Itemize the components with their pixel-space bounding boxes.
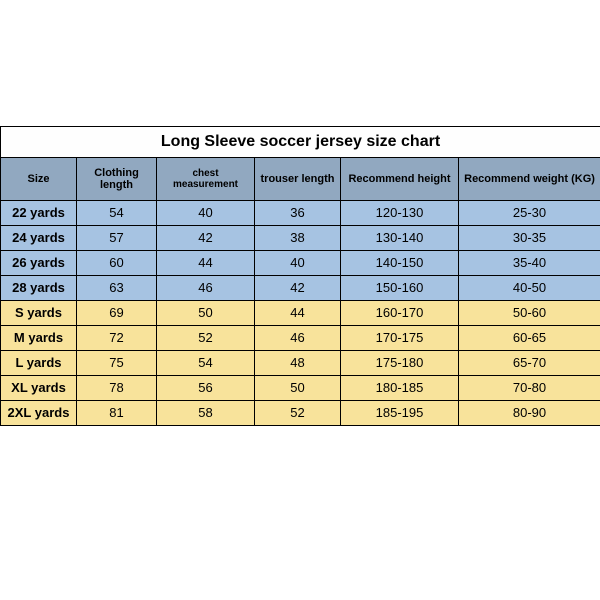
value-cell: 44 [255, 301, 341, 326]
value-cell: 75 [77, 351, 157, 376]
value-cell: 72 [77, 326, 157, 351]
table-row: 22 yards544036120-13025-30 [1, 201, 600, 226]
value-cell: 50 [157, 301, 255, 326]
value-cell: 175-180 [341, 351, 459, 376]
value-cell: 60-65 [459, 326, 600, 351]
value-cell: 52 [255, 401, 341, 426]
size-cell: 22 yards [1, 201, 77, 226]
size-cell: S yards [1, 301, 77, 326]
value-cell: 60 [77, 251, 157, 276]
table-row: 2XL yards815852185-19580-90 [1, 401, 600, 426]
value-cell: 69 [77, 301, 157, 326]
value-cell: 160-170 [341, 301, 459, 326]
table-row: M yards725246170-17560-65 [1, 326, 600, 351]
col-recommend-height: Recommend height [341, 158, 459, 201]
value-cell: 50-60 [459, 301, 600, 326]
size-cell: 24 yards [1, 226, 77, 251]
value-cell: 58 [157, 401, 255, 426]
value-cell: 50 [255, 376, 341, 401]
value-cell: 78 [77, 376, 157, 401]
value-cell: 48 [255, 351, 341, 376]
value-cell: 30-35 [459, 226, 600, 251]
value-cell: 70-80 [459, 376, 600, 401]
table-title: Long Sleeve soccer jersey size chart [1, 127, 600, 158]
value-cell: 25-30 [459, 201, 600, 226]
header-row: Size Clothing length chest measurement t… [1, 158, 600, 201]
value-cell: 140-150 [341, 251, 459, 276]
size-cell: 2XL yards [1, 401, 77, 426]
col-recommend-weight: Recommend weight (KG) [459, 158, 600, 201]
size-cell: M yards [1, 326, 77, 351]
value-cell: 54 [77, 201, 157, 226]
table-row: L yards755448175-18065-70 [1, 351, 600, 376]
value-cell: 56 [157, 376, 255, 401]
value-cell: 46 [157, 276, 255, 301]
value-cell: 150-160 [341, 276, 459, 301]
value-cell: 80-90 [459, 401, 600, 426]
value-cell: 46 [255, 326, 341, 351]
col-trouser-length: trouser length [255, 158, 341, 201]
table-row: XL yards785650180-18570-80 [1, 376, 600, 401]
value-cell: 170-175 [341, 326, 459, 351]
value-cell: 63 [77, 276, 157, 301]
value-cell: 180-185 [341, 376, 459, 401]
col-size: Size [1, 158, 77, 201]
value-cell: 65-70 [459, 351, 600, 376]
size-cell: 26 yards [1, 251, 77, 276]
value-cell: 120-130 [341, 201, 459, 226]
col-clothing-length: Clothing length [77, 158, 157, 201]
value-cell: 40 [157, 201, 255, 226]
table-row: S yards695044160-17050-60 [1, 301, 600, 326]
value-cell: 81 [77, 401, 157, 426]
size-chart-table: Long Sleeve soccer jersey size chart Siz… [0, 126, 600, 426]
value-cell: 38 [255, 226, 341, 251]
value-cell: 52 [157, 326, 255, 351]
value-cell: 35-40 [459, 251, 600, 276]
value-cell: 36 [255, 201, 341, 226]
value-cell: 57 [77, 226, 157, 251]
col-chest: chest measurement [157, 158, 255, 201]
table-row: 28 yards634642150-16040-50 [1, 276, 600, 301]
value-cell: 54 [157, 351, 255, 376]
value-cell: 42 [255, 276, 341, 301]
value-cell: 42 [157, 226, 255, 251]
value-cell: 130-140 [341, 226, 459, 251]
table-row: 24 yards574238130-14030-35 [1, 226, 600, 251]
size-cell: XL yards [1, 376, 77, 401]
size-chart-container: Long Sleeve soccer jersey size chart Siz… [0, 0, 600, 426]
title-row: Long Sleeve soccer jersey size chart [1, 127, 600, 158]
value-cell: 40 [255, 251, 341, 276]
value-cell: 185-195 [341, 401, 459, 426]
value-cell: 44 [157, 251, 255, 276]
size-cell: L yards [1, 351, 77, 376]
size-cell: 28 yards [1, 276, 77, 301]
table-row: 26 yards604440140-15035-40 [1, 251, 600, 276]
value-cell: 40-50 [459, 276, 600, 301]
